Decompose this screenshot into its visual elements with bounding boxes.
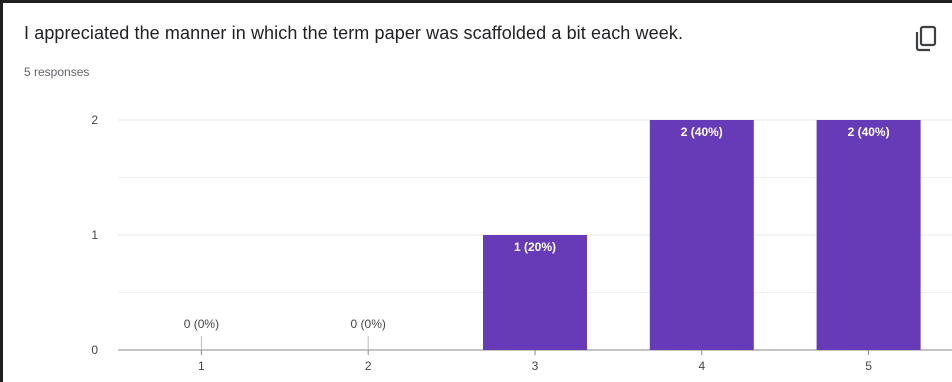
data-label: 0 (0%) [351,317,386,331]
x-tick-label: 2 [365,359,372,373]
y-tick-label: 2 [91,113,98,127]
bar-3 [483,235,587,350]
bar-5 [816,120,921,350]
data-label: 0 (0%) [184,317,219,331]
y-tick-label: 1 [91,228,98,242]
x-tick-label: 5 [865,359,872,373]
x-tick-label: 4 [698,359,705,373]
bar-4 [649,120,754,350]
question-title: I appreciated the manner in which the te… [24,23,684,43]
data-label: 2 (40%) [681,125,723,139]
data-label: 2 (40%) [848,125,890,139]
y-tick-label: 0 [91,343,98,357]
data-label: 1 (20%) [514,240,556,254]
copy-icon [915,25,937,52]
x-tick-label: 3 [532,359,539,373]
response-count: 5 responses [24,65,90,79]
copy-chart-button[interactable] [913,24,939,52]
x-tick-label: 1 [198,359,205,373]
